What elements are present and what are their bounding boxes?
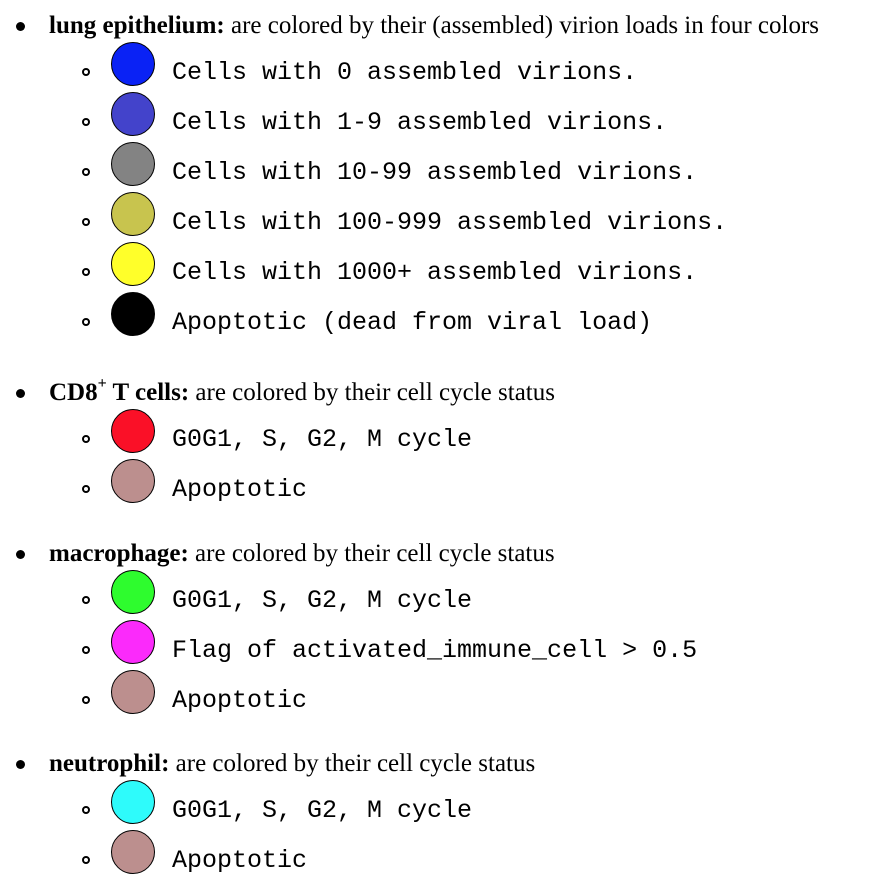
- legend-item-label: Cells with 0 assembled virions.: [172, 58, 638, 87]
- bullet-dot: [16, 550, 25, 559]
- group-description: are colored by their cell cycle status: [195, 540, 555, 567]
- color-swatch: [111, 570, 155, 614]
- color-swatch: [111, 292, 155, 336]
- group-heading: neutrophil: are colored by their cell cy…: [0, 749, 882, 779]
- legend-item: Apoptotic: [0, 457, 882, 505]
- bullet-dot: [16, 22, 25, 31]
- color-swatch: [111, 142, 155, 186]
- group-heading: CD8+ T cells: are colored by their cell …: [0, 375, 882, 408]
- legend-item-label: G0G1, S, G2, M cycle: [172, 796, 473, 825]
- group-heading: macrophage: are colored by their cell cy…: [0, 539, 882, 569]
- group-name: neutrophil:: [49, 750, 170, 777]
- legend-item: Cells with 1-9 assembled virions.: [0, 90, 882, 138]
- bullet-circle: [82, 806, 90, 814]
- bullet-circle: [82, 268, 90, 276]
- bullet-circle: [82, 696, 90, 704]
- legend-item-label: Cells with 1-9 assembled virions.: [172, 108, 668, 137]
- bullet-dot: [16, 760, 25, 769]
- group-description: are colored by their cell cycle status: [195, 379, 555, 406]
- legend-item: Cells with 0 assembled virions.: [0, 40, 882, 88]
- color-swatch: [111, 42, 155, 86]
- legend-item: Apoptotic (dead from viral load): [0, 290, 882, 338]
- bullet-circle: [82, 168, 90, 176]
- legend-item-label: G0G1, S, G2, M cycle: [172, 425, 473, 454]
- legend-item: G0G1, S, G2, M cycle: [0, 568, 882, 616]
- bullet-circle: [82, 596, 90, 604]
- bullet-circle: [82, 646, 90, 654]
- legend-item: Flag of activated_immune_cell > 0.5: [0, 618, 882, 666]
- color-swatch: [111, 409, 155, 453]
- legend-item: Cells with 10-99 assembled virions.: [0, 140, 882, 188]
- color-swatch: [111, 459, 155, 503]
- color-swatch: [111, 620, 155, 664]
- group-name: macrophage:: [49, 540, 189, 567]
- legend-item: Apoptotic: [0, 668, 882, 716]
- group-heading: lung epithelium: are colored by their (a…: [0, 11, 882, 41]
- legend-item-label: Cells with 1000+ assembled virions.: [172, 258, 698, 287]
- legend-item-label: Cells with 10-99 assembled virions.: [172, 158, 698, 187]
- group-name-main: CD8: [49, 379, 98, 406]
- legend-item: Apoptotic: [0, 828, 882, 876]
- bullet-circle: [82, 118, 90, 126]
- color-swatch: [111, 670, 155, 714]
- legend-item-label: Apoptotic: [172, 846, 308, 875]
- group-name: lung epithelium:: [49, 12, 225, 39]
- group-description: are colored by their cell cycle status: [175, 750, 536, 777]
- group-name: CD8+ T cells:: [49, 375, 190, 406]
- color-swatch: [111, 192, 155, 236]
- bullet-circle: [82, 856, 90, 864]
- legend-item: Cells with 100-999 assembled virions.: [0, 190, 882, 238]
- bullet-circle: [82, 68, 90, 76]
- bullet-circle: [82, 218, 90, 226]
- group-description: are colored by their (assembled) virion …: [230, 12, 819, 39]
- bullet-circle: [82, 318, 90, 326]
- bullet-dot: [16, 389, 25, 398]
- color-swatch: [111, 242, 155, 286]
- color-swatch: [111, 92, 155, 136]
- group-heading-text: lung epithelium: are colored by their (a…: [49, 11, 819, 41]
- group-heading-text: macrophage: are colored by their cell cy…: [49, 539, 555, 569]
- legend-item-label: Apoptotic (dead from viral load): [172, 308, 653, 337]
- legend-item: Cells with 1000+ assembled virions.: [0, 240, 882, 288]
- legend-item-label: Cells with 100-999 assembled virions.: [172, 208, 728, 237]
- legend-item-label: Apoptotic: [172, 686, 308, 715]
- group-heading-text: neutrophil: are colored by their cell cy…: [49, 749, 535, 779]
- group-name-suffix: T cells:: [106, 379, 190, 406]
- group-heading-text: CD8+ T cells: are colored by their cell …: [49, 375, 555, 408]
- group-name-superscript: +: [97, 374, 107, 392]
- legend-item-label: Apoptotic: [172, 475, 308, 504]
- legend-item-label: G0G1, S, G2, M cycle: [172, 586, 473, 615]
- legend-item-label: Flag of activated_immune_cell > 0.5: [172, 636, 698, 665]
- bullet-circle: [82, 435, 90, 443]
- color-swatch: [111, 780, 155, 824]
- legend-item: G0G1, S, G2, M cycle: [0, 778, 882, 826]
- legend-item: G0G1, S, G2, M cycle: [0, 407, 882, 455]
- color-swatch: [111, 830, 155, 874]
- bullet-circle: [82, 485, 90, 493]
